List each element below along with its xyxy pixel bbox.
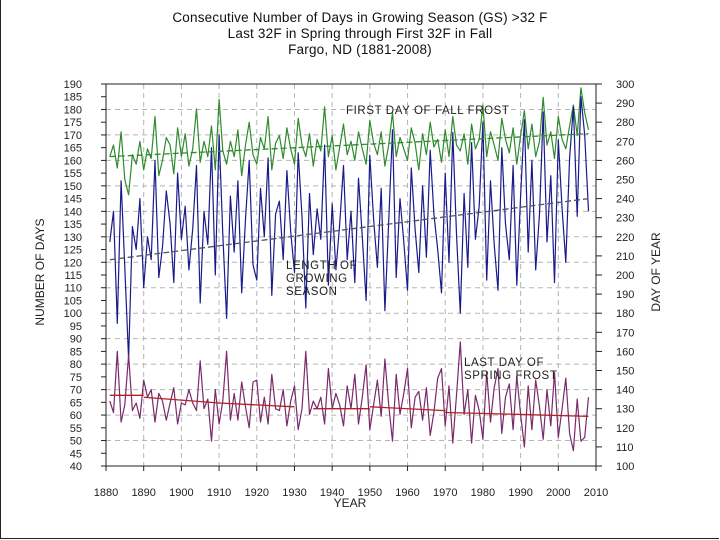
x-tick-label: 1910 [207,487,231,499]
trend-spring-frost-segment [520,413,589,417]
y-left-tick-label: 45 [70,448,82,460]
y-left-tick-label: 165 [64,143,82,155]
series-fall-frost [109,87,590,196]
y-right-tick-label: 190 [616,289,634,301]
y-left-tick-label: 135 [64,219,82,231]
y-left-tick-label: 95 [70,321,82,333]
y-left-tick-label: 180 [64,104,82,116]
x-tick-label: 1980 [471,487,495,499]
y-right-tick-label: 220 [616,232,634,244]
y-left-tick-label: 85 [70,346,82,358]
trend-fall-frost [109,133,589,158]
x-tick-label: 1990 [508,487,532,499]
y-left-tick-label: 65 [70,397,82,409]
y-left-tick-label: 125 [64,245,82,257]
y-left-tick-label: 160 [64,155,82,167]
y-left-tick-label: 145 [64,194,82,206]
y-right-tick-label: 290 [616,98,634,110]
annotation-growing-season-1: LENGTH OF [286,260,357,272]
y-left-tick-label: 185 [64,92,82,104]
annotation-fall-frost: FIRST DAY OF FALL FROST [346,105,510,117]
x-tick-label: 1970 [433,487,457,499]
annotation-growing-season-2: GROWING [286,273,348,285]
annotation-spring-frost-2: SPRING FROST [464,370,557,382]
y-right-tick-label: 110 [616,442,634,454]
chart-title: Consecutive Number of Days in Growing Se… [172,10,548,25]
y-right-tick-label: 210 [616,251,634,263]
y-right-tick-label: 140 [616,385,634,397]
y-left-tick-label: 75 [70,372,82,384]
y-right-tick-label: 270 [616,136,634,148]
annotation-growing-season-3: SEASON [286,286,338,298]
x-axis: 1880 1890 1900 1910 1920 1930 1940 1950 1960 1970… [94,466,608,499]
y-right-tick-label: 150 [616,366,634,378]
x-tick-label: 1930 [282,487,306,499]
y-left-tick-label: 120 [64,257,82,269]
y-right-tick-label: 230 [616,213,634,225]
y-left-tick-label: 115 [64,270,82,282]
x-tick-label: 1880 [94,487,118,499]
y-axis-right-title: DAY OF YEAR [649,232,663,312]
annotation-spring-frost-1: LAST DAY OF [464,357,544,369]
series-growing-season [109,96,590,360]
trend-spring-frost-segment [369,406,446,412]
y-right-tick-label: 130 [616,404,634,416]
y-left-tick-label: 60 [70,410,82,422]
x-tick-label: 2000 [546,487,570,499]
y-axis-right: 100 110 120 130 140 150 160 170 180 190 200 210 220 2… [596,79,634,473]
trend-spring-frost-segment [219,402,295,408]
y-left-tick-label: 55 [70,423,82,435]
y-left-tick-label: 110 [64,283,82,295]
y-right-tick-label: 100 [616,461,634,473]
y-left-tick-label: 170 [64,130,82,142]
y-axis-left: 4045505560657075808590951001051101151201… [64,79,106,473]
x-tick-label: 1940 [320,487,344,499]
y-right-tick-label: 170 [616,327,634,339]
chart-subtitle-1: Last 32F in Spring through First 32F in … [227,26,493,41]
series-spring-frost [109,341,590,452]
y-left-tick-label: 80 [70,359,82,371]
data-series [109,87,590,452]
x-tick-label: 1900 [169,487,193,499]
trend-spring-frost-segment [143,396,220,404]
trend-spring-frost-segment [445,411,521,416]
y-left-tick-label: 140 [64,206,82,218]
x-tick-label: 1960 [395,487,419,499]
y-right-tick-label: 160 [616,346,634,358]
x-tick-label: 2010 [584,487,608,499]
y-right-tick-label: 200 [616,270,634,282]
y-left-tick-label: 100 [64,308,82,320]
chart-titles: Consecutive Number of Days in Growing Se… [0,10,720,58]
y-left-tick-label: 150 [64,181,82,193]
y-left-tick-label: 130 [64,232,82,244]
y-right-tick-label: 260 [616,155,634,167]
y-right-tick-label: 250 [616,175,634,187]
y-left-tick-label: 105 [64,295,82,307]
y-left-tick-label: 155 [64,168,82,180]
y-left-tick-label: 70 [70,385,82,397]
y-left-tick-label: 40 [70,461,82,473]
y-right-tick-label: 240 [616,194,634,206]
y-right-tick-label: 300 [616,79,634,91]
x-tick-label: 1950 [358,487,382,499]
trend-lines [109,133,589,417]
y-left-tick-label: 175 [64,117,82,129]
x-tick-label: 1920 [245,487,269,499]
chart-subtitle-2: Fargo, ND (1881-2008) [288,42,432,57]
x-tick-label: 1890 [131,487,155,499]
y-left-tick-label: 190 [64,79,82,91]
y-left-tick-label: 90 [70,334,82,346]
y-right-tick-label: 120 [616,423,634,435]
y-axis-left-title: NUMBER OF DAYS [33,218,47,325]
x-axis-title: YEAR [334,496,367,510]
y-left-tick-label: 50 [70,436,82,448]
y-right-tick-label: 280 [616,117,634,129]
y-right-tick-label: 180 [616,308,634,320]
